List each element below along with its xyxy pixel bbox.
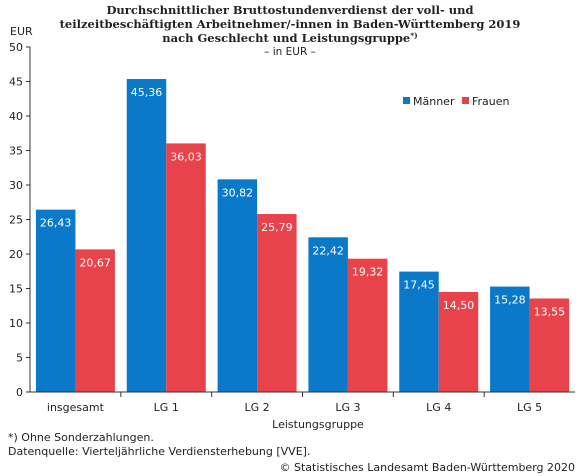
data-label: 13,55: [534, 306, 566, 319]
legend-swatch: [403, 97, 410, 104]
x-tick-label: insgesamt: [47, 401, 105, 414]
title-footnote-mark: *): [410, 31, 417, 40]
data-label: 45,36: [131, 86, 163, 99]
bar-frauen: [75, 249, 115, 392]
bar-frauen: [257, 214, 297, 392]
x-tick-label: LG 2: [245, 401, 270, 414]
data-label: 14,50: [443, 299, 475, 312]
bar-maenner: [217, 179, 258, 392]
x-axis-label: Leistungsgruppe: [272, 418, 364, 431]
y-tick-label: 10: [9, 317, 23, 330]
y-tick-label: 0: [16, 386, 23, 399]
y-tick-label: 40: [9, 110, 23, 123]
bar-maenner: [399, 271, 439, 392]
y-tick-label: 35: [9, 145, 23, 158]
y-tick-label: 50: [9, 41, 23, 54]
bar-frauen: [438, 291, 479, 392]
x-tick-label: LG 5: [517, 401, 542, 414]
legend-label: Männer: [413, 95, 455, 108]
y-axis-label: EUR: [10, 25, 33, 38]
y-tick-label: 25: [9, 214, 23, 227]
legend-label: Frauen: [472, 95, 510, 108]
data-label: 25,79: [261, 221, 293, 234]
chart-title: Durchschnittlicher Bruttostundenverdiens…: [60, 3, 521, 45]
data-label: 26,43: [40, 217, 72, 230]
bar-maenner: [490, 286, 530, 392]
y-axis: 0 5 10 15 20 25 30 35 40 45 50: [9, 41, 31, 399]
y-tick-label: 5: [16, 352, 23, 365]
chart-subtitle: – in EUR –: [264, 46, 316, 58]
x-tick-label: LG 4: [426, 401, 451, 414]
chart-title-line-3-text: nach Geschlecht und Leistungsgruppe: [162, 31, 410, 45]
bar-frauen: [166, 143, 206, 392]
y-tick-label: 15: [9, 283, 23, 296]
y-tick-label: 30: [9, 179, 23, 192]
x-axis: insgesamt LG 1 LG 2 LG 3 LG 4 LG 5: [30, 391, 575, 414]
bar-frauen: [347, 258, 388, 392]
y-tick-label: 20: [9, 248, 23, 261]
data-label: 22,42: [312, 244, 344, 257]
chart-title-line-3: nach Geschlecht und Leistungsgruppe*): [162, 31, 417, 45]
legend: Männer Frauen: [403, 95, 510, 108]
data-label: 19,32: [352, 266, 384, 279]
x-tick-label: LG 3: [335, 401, 360, 414]
footnote-1: *) Ohne Sonderzahlungen.: [8, 431, 154, 444]
chart-title-line-1: Durchschnittlicher Bruttostundenverdiens…: [106, 3, 473, 17]
bar-maenner: [308, 237, 348, 392]
y-tick-label: 45: [9, 76, 23, 89]
copyright-text: © Statistisches Landesamt Baden-Württemb…: [279, 461, 575, 474]
data-label: 36,03: [170, 150, 202, 163]
footnote-2: Datenquelle: Vierteljährliche Verdienste…: [8, 445, 310, 458]
data-label: 30,82: [222, 186, 254, 199]
legend-swatch: [462, 97, 469, 104]
x-tick-label: LG 1: [154, 401, 179, 414]
bar-maenner: [35, 209, 76, 392]
data-label: 15,28: [494, 294, 526, 307]
data-label: 20,67: [79, 256, 111, 269]
data-label: 17,45: [403, 279, 435, 292]
bar-frauen: [529, 298, 570, 392]
chart-title-line-2: teilzeitbeschäftigten Arbeitnehmer/-inne…: [60, 17, 521, 31]
bar-maenner: [126, 79, 167, 393]
bars-group: 26,43 20,67 45,36 36,03 30,82 25,79 22,42 19,32…: [35, 79, 570, 393]
